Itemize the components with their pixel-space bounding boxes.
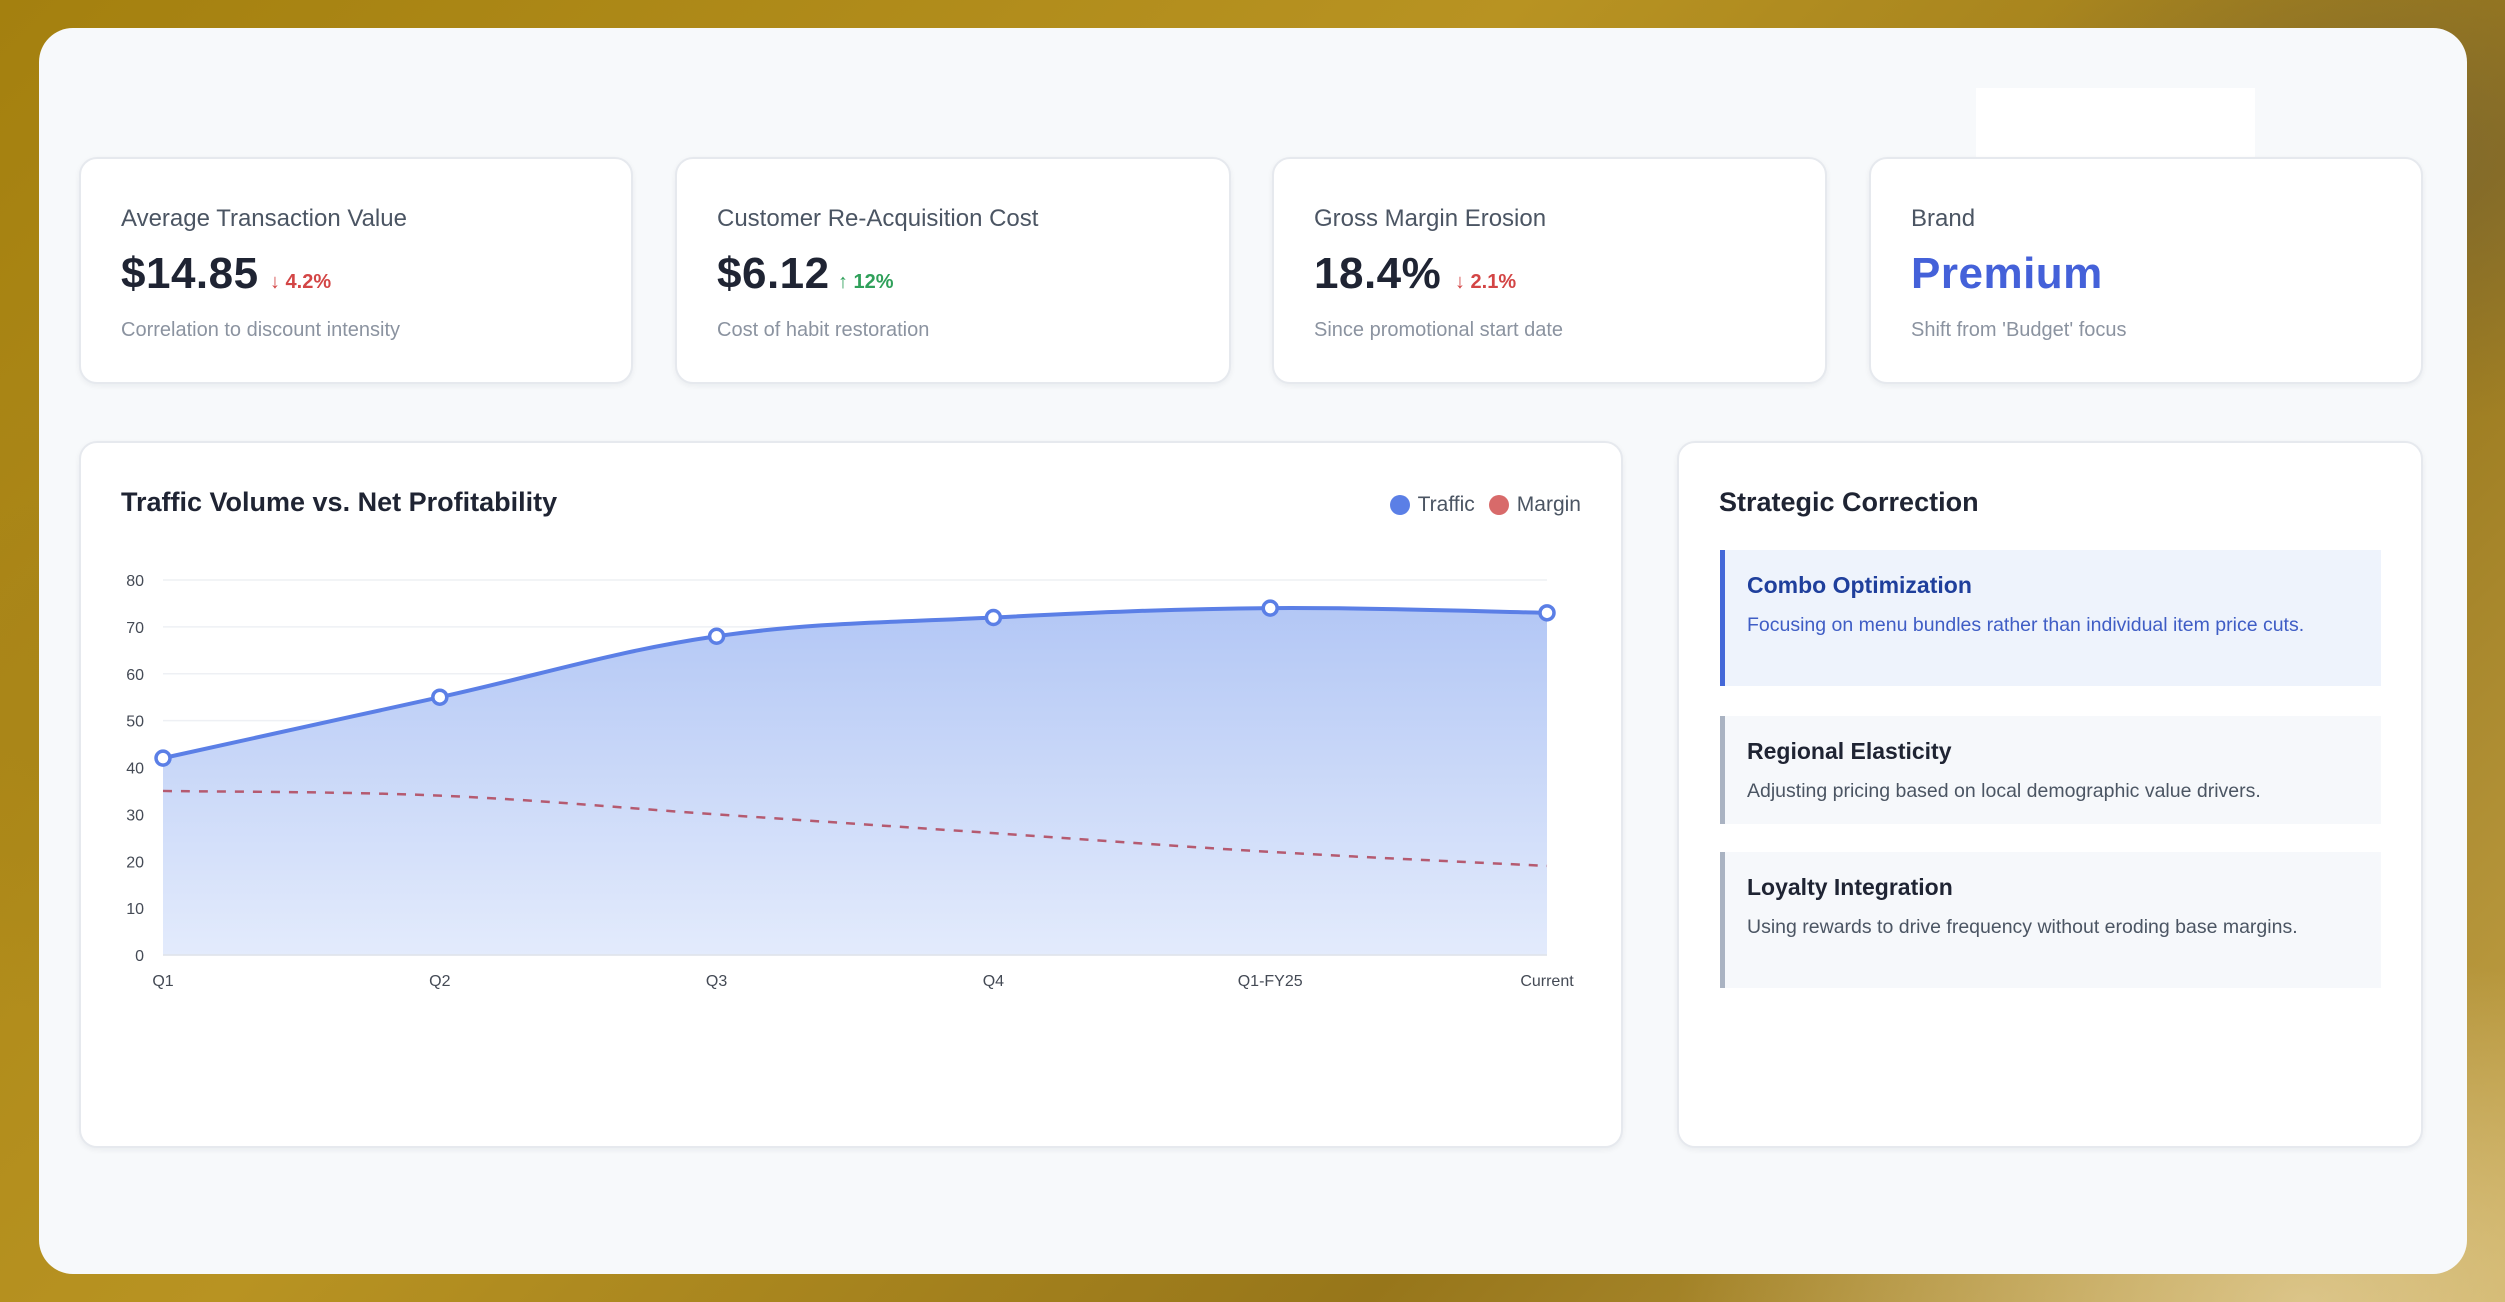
legend-label: Traffic [1417,493,1475,516]
traffic-point-5 [1261,599,1279,617]
kpi-card-avg-transaction: Average Transaction Value $14.85 ↓ 4.2% … [79,157,633,384]
kpi-delta-down: ↓ 4.2% [270,271,332,293]
kpi-value: $6.12 [717,249,830,298]
traffic-point-3 [707,627,726,645]
y-tick-label: 30 [126,807,144,824]
blank-overlay-patch [1976,88,2255,164]
kpi-delta-up: ↑ 12% [838,271,894,293]
x-tick-label: Q4 [983,973,1004,990]
traffic-series-line [162,606,1548,761]
traffic-point-1 [154,749,172,767]
x-tick-label: Q1 [152,973,173,990]
legend-label: Margin [1516,493,1581,516]
strategy-item-combo[interactable]: Combo Optimization Focusing on menu bund… [1720,550,2381,686]
legend-dot-margin [1488,495,1509,515]
y-tick-label: 50 [126,714,144,731]
x-tick-label: Q3 [706,973,727,990]
traffic-area [163,608,1547,955]
kpi-label: Brand [1911,205,1976,232]
margin-series-line [162,789,1548,868]
kpi-card-reacquisition-cost: Customer Re-Acquisition Cost $6.12 ↑ 12%… [675,157,1231,384]
line-chart: 0 10 20 30 40 50 60 70 80 Q1 Q2 Q3 Q4 Q1-FY25 Current [126,573,1574,990]
traffic-point-6 [1538,604,1556,622]
kpi-note: Cost of habit restoration [717,319,930,341]
traffic-point-2 [431,688,449,706]
strategy-item-body: Focusing on menu bundles rather than ind… [1747,614,2305,636]
strategy-item-regional[interactable]: Regional Elasticity Adjusting pricing ba… [1720,716,2381,824]
chart-card: Traffic Volume vs. Net Profitability Tra… [79,441,1623,1148]
x-tick-label: Q1-FY25 [1238,973,1303,990]
kpi-note: Since promotional start date [1314,319,1564,341]
kpi-label: Customer Re-Acquisition Cost [717,205,1039,232]
y-tick-label: 80 [126,573,144,590]
y-tick-label: 10 [126,901,144,918]
strategy-item-title: Loyalty Integration [1747,874,1953,900]
y-tick-label: 20 [126,854,144,871]
strategy-item-body: Using rewards to drive frequency without… [1747,916,2298,938]
y-tick-label: 60 [126,667,144,684]
legend-item-margin[interactable]: Margin [1488,493,1581,517]
y-tick-label: 0 [135,948,144,965]
kpi-note: Correlation to discount intensity [121,319,401,341]
kpi-value: 18.4% [1314,249,1442,298]
kpi-label: Average Transaction Value [121,205,407,232]
kpi-delta-down: ↓ 2.1% [1455,271,1517,293]
kpi-label: Gross Margin Erosion [1314,205,1547,232]
kpi-value: Premium [1911,249,2103,298]
chart-legend: Traffic Margin [1389,493,1581,517]
kpi-card-margin-erosion: Gross Margin Erosion 18.4% ↓ 2.1% Since … [1272,157,1827,384]
kpi-note: Shift from 'Budget' focus [1911,319,2127,341]
strategy-item-body: Adjusting pricing based on local demogra… [1747,780,2261,802]
strategy-card: Strategic Correction Combo Optimization … [1677,441,2423,1148]
strategy-item-loyalty[interactable]: Loyalty Integration Using rewards to dri… [1720,852,2381,988]
y-tick-label: 70 [126,620,144,637]
x-tick-label: Current [1520,973,1574,990]
legend-dot-traffic [1389,495,1410,515]
legend-item-traffic[interactable]: Traffic [1389,493,1475,517]
y-tick-label: 40 [126,761,144,778]
strategy-item-title: Regional Elasticity [1747,738,1952,764]
x-tick-label: Q2 [429,973,450,990]
traffic-point-4 [984,608,1003,627]
strategy-item-title: Combo Optimization [1747,572,1972,598]
kpi-card-brand: Brand Premium Shift from 'Budget' focus [1869,157,2423,384]
chart-title: Traffic Volume vs. Net Profitability [121,487,558,517]
kpi-value: $14.85 [121,249,259,298]
strategy-title: Strategic Correction [1719,487,1979,517]
